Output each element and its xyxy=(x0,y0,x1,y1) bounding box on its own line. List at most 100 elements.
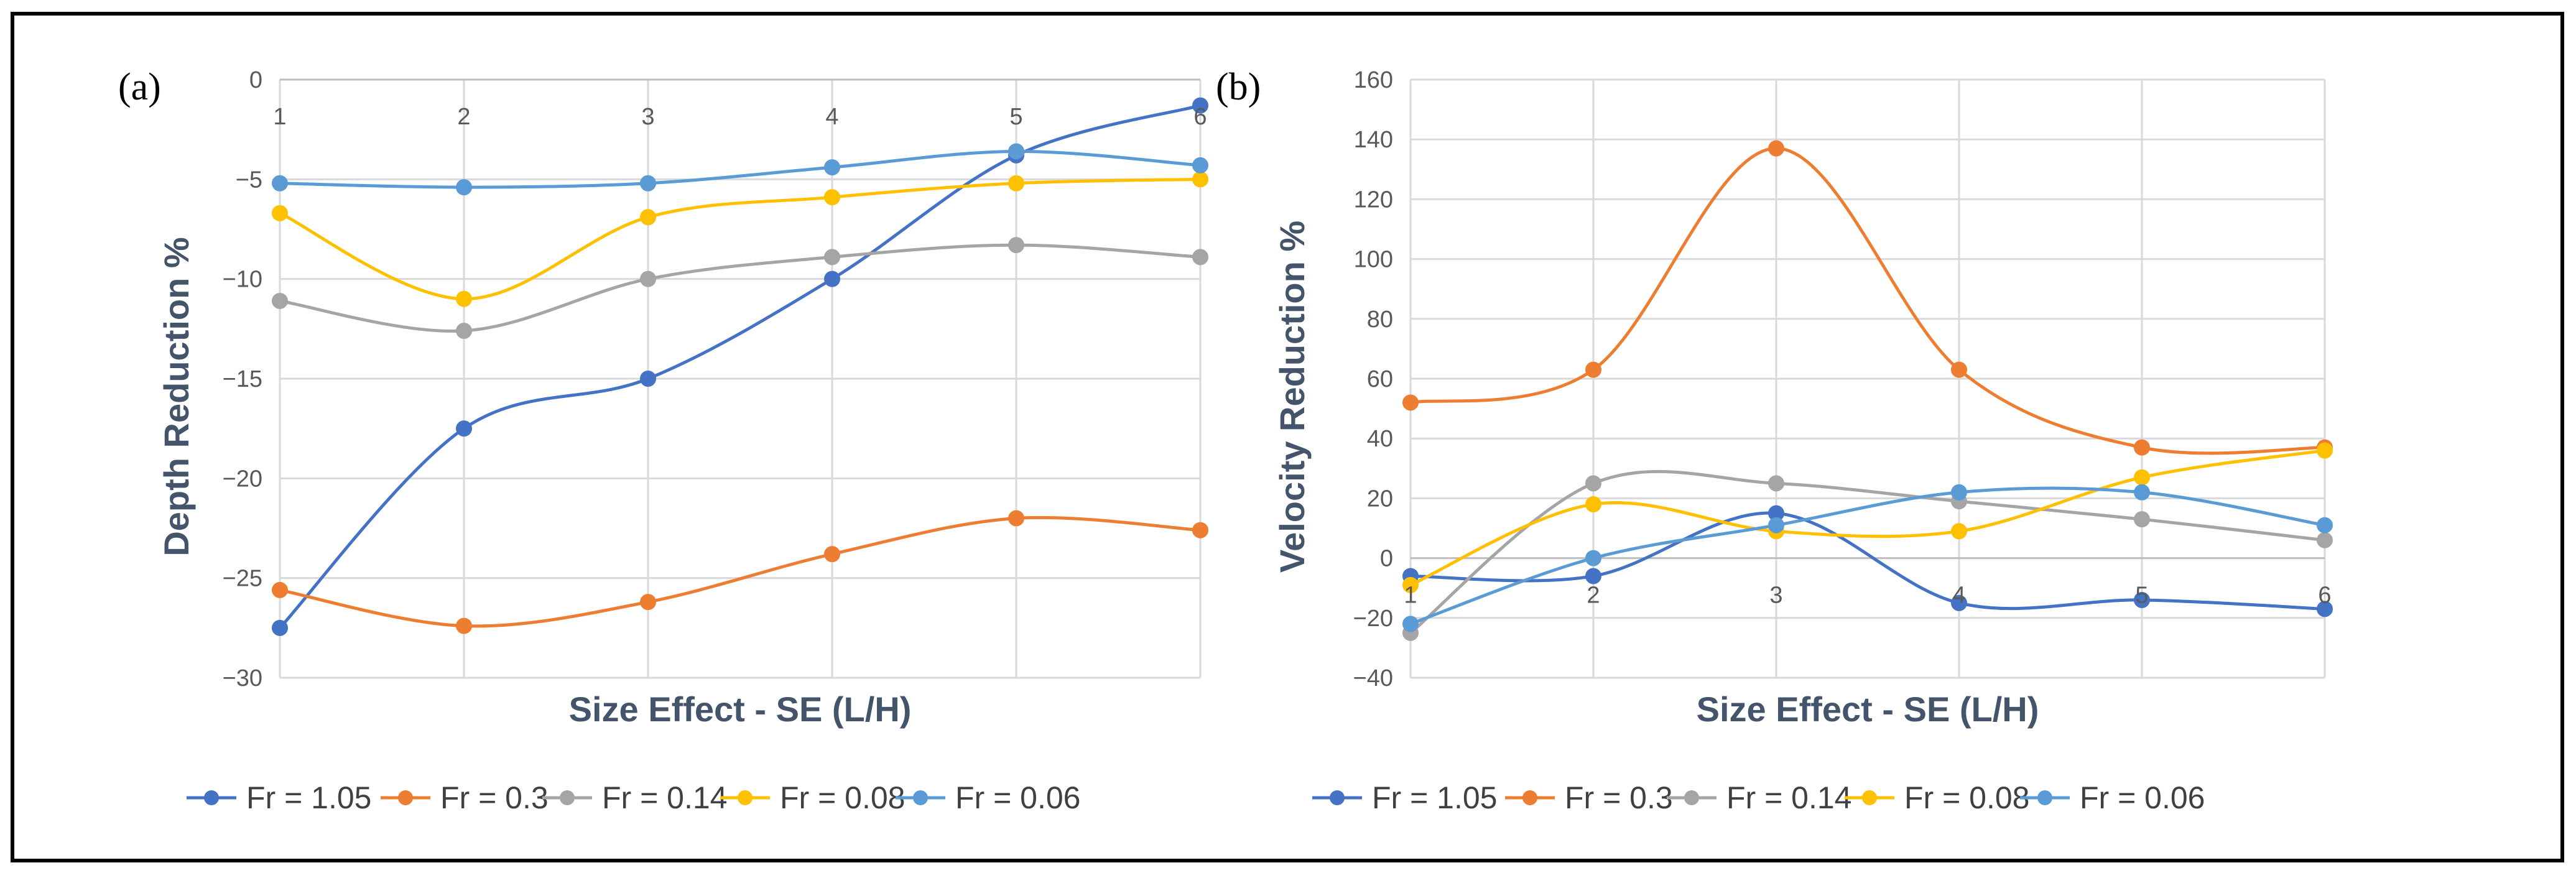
chart-a-x-tick-label: 4 xyxy=(825,104,838,130)
chart-a-data-point-fr-0-08 xyxy=(272,205,288,221)
chart-a-legend-marker xyxy=(913,790,928,805)
chart-b-data-point-fr-0-06 xyxy=(1768,517,1784,534)
chart-a-data-point-fr-0-3 xyxy=(1008,510,1024,527)
chart-a-x-tick-label: 2 xyxy=(457,104,470,130)
chart-a-x-tick-label: 3 xyxy=(641,104,654,130)
chart-a-y-tick-label: −30 xyxy=(223,665,262,691)
chart-a-series-line-fr-0-08 xyxy=(279,177,1201,301)
chart-b-data-point-fr-0-08 xyxy=(1402,576,1419,593)
chart-b-legend-marker xyxy=(1684,790,1699,805)
chart-b-legend-marker xyxy=(1330,790,1345,805)
chart-a-data-point-fr-1-05 xyxy=(824,270,840,287)
chart-a-y-tick-label: −15 xyxy=(223,366,262,392)
chart-a-data-point-fr-0-3 xyxy=(824,546,840,563)
chart-b-velocity-reduction: 160 140 120 100 80 60 40 20 0 −20 −40 1 2 3 4 5 6 (b) V… xyxy=(1216,66,2333,815)
chart-a-legend-item-fr-0-06: Fr = 0.06 xyxy=(896,780,1081,815)
chart-a-y-tick-label: 0 xyxy=(249,67,262,93)
chart-a-y-tick-label: −20 xyxy=(223,466,262,492)
chart-b-data-point-fr-0-14 xyxy=(2317,532,2333,548)
chart-a-data-point-fr-0-14 xyxy=(1192,249,1208,266)
chart-a-data-point-fr-0-14 xyxy=(1008,237,1024,254)
chart-b-legend-marker xyxy=(1522,790,1537,805)
chart-a-data-point-fr-1-05 xyxy=(272,619,288,636)
chart-b-x-tick-label: 4 xyxy=(1952,583,1965,609)
chart-a-legend-label: Fr = 0.14 xyxy=(602,780,728,815)
chart-a-x-axis-title: Size Effect - SE (L/H) xyxy=(569,690,912,729)
chart-b-data-point-fr-0-08 xyxy=(1951,523,1967,540)
chart-a-data-point-fr-0-06 xyxy=(824,159,840,176)
chart-b-x-tick-label: 5 xyxy=(2135,583,2148,609)
chart-b-data-point-fr-0-06 xyxy=(1402,616,1419,632)
chart-a-data-point-fr-0-06 xyxy=(272,175,288,192)
chart-a-series-line-fr-0-3 xyxy=(279,515,1201,628)
chart-b-data-point-fr-0-3 xyxy=(1585,361,1601,378)
chart-b-data-point-fr-0-14 xyxy=(2134,511,2150,528)
chart-a-y-tick-label: −10 xyxy=(223,267,262,293)
chart-b-data-point-fr-0-14 xyxy=(1585,475,1601,492)
chart-a-data-point-fr-0-06 xyxy=(1192,157,1208,173)
chart-a-data-point-fr-0-08 xyxy=(824,189,840,206)
chart-b-data-point-fr-0-3 xyxy=(1951,361,1967,378)
chart-b-data-point-fr-0-3 xyxy=(1402,394,1419,411)
chart-a-data-point-fr-0-14 xyxy=(456,323,472,340)
chart-a-data-point-fr-1-05 xyxy=(640,371,656,387)
chart-b-data-point-fr-0-3 xyxy=(2134,439,2150,456)
chart-b-legend-item-fr-1-05: Fr = 1.05 xyxy=(1312,780,1498,815)
chart-a-x-tick-label: 6 xyxy=(1193,104,1207,130)
chart-b-y-tick-label: 40 xyxy=(1367,426,1393,452)
chart-b-data-point-fr-1-05 xyxy=(1951,594,1967,611)
chart-b-legend-label: Fr = 1.05 xyxy=(1372,780,1498,815)
chart-b-series xyxy=(1402,140,2333,641)
chart-a-legend-item-fr-0-08: Fr = 0.08 xyxy=(720,780,906,815)
chart-b-data-point-fr-0-08 xyxy=(2134,469,2150,486)
chart-a-data-point-fr-0-06 xyxy=(456,179,472,196)
chart-a-data-point-fr-0-14 xyxy=(640,270,656,287)
chart-a-data-point-fr-0-14 xyxy=(824,249,840,266)
chart-b-data-point-fr-0-08 xyxy=(1585,496,1601,513)
chart-b-series-line-fr-0-06 xyxy=(1410,486,2325,626)
chart-b-legend-marker xyxy=(2037,790,2052,805)
chart-a-data-point-fr-0-08 xyxy=(456,290,472,307)
chart-a-data-point-fr-0-06 xyxy=(1008,143,1024,160)
chart-b-legend-item-fr-0-14: Fr = 0.14 xyxy=(1667,780,1852,815)
chart-a-data-point-fr-0-3 xyxy=(456,617,472,634)
chart-a-data-point-fr-0-08 xyxy=(640,209,656,226)
chart-b-x-tick-label: 2 xyxy=(1587,583,1600,609)
chart-a-depth-reduction: 0 −5 −10 −15 −20 −25 −30 1 2 3 4 5 6 (a) Depth Redu… xyxy=(118,66,1208,815)
chart-a-legend-label: Fr = 1.05 xyxy=(246,780,372,815)
chart-a-data-point-fr-0-06 xyxy=(640,175,656,192)
chart-a-x-ticks: 1 2 3 4 5 6 xyxy=(273,104,1207,130)
chart-b-data-point-fr-0-3 xyxy=(1768,140,1784,157)
chart-b-series-line-fr-0-14 xyxy=(1409,469,2325,634)
chart-b-y-axis-title: Velocity Reduction % xyxy=(1272,221,1312,573)
chart-b-y-tick-label: 120 xyxy=(1354,187,1393,213)
chart-a-data-point-fr-1-05 xyxy=(1192,97,1208,114)
chart-b-data-point-fr-0-14 xyxy=(1768,475,1784,492)
chart-a-y-axis-title: Depth Reduction % xyxy=(157,237,196,556)
chart-b-legend-label: Fr = 0.14 xyxy=(1726,780,1852,815)
chart-a-panel-label: (a) xyxy=(118,66,161,108)
chart-b-data-point-fr-0-06 xyxy=(1585,550,1601,566)
chart-a-data-point-fr-0-14 xyxy=(272,292,288,309)
chart-b-data-point-fr-0-08 xyxy=(2317,442,2333,459)
chart-a-data-point-fr-0-08 xyxy=(1192,171,1208,188)
chart-a-legend-item-fr-0-14: Fr = 0.14 xyxy=(542,780,728,815)
chart-a-legend-marker xyxy=(560,790,575,805)
chart-b-x-ticks: 1 2 3 4 5 6 xyxy=(1404,583,2331,609)
chart-b-y-ticks: 160 140 120 100 80 60 40 20 0 −20 −40 xyxy=(1353,67,1393,691)
chart-a-y-tick-label: −25 xyxy=(223,566,262,592)
chart-b-data-point-fr-0-06 xyxy=(1951,484,1967,501)
chart-a-legend-item-fr-1-05: Fr = 1.05 xyxy=(187,780,372,815)
chart-b-x-tick-label: 3 xyxy=(1769,583,1782,609)
chart-b-y-tick-label: 80 xyxy=(1367,307,1393,333)
chart-a-series-line-fr-0-14 xyxy=(279,243,1201,333)
chart-a-legend-label: Fr = 0.3 xyxy=(440,780,549,815)
chart-b-y-tick-label: −40 xyxy=(1353,665,1393,691)
figure-border xyxy=(11,12,2564,862)
chart-b-legend-label: Fr = 0.08 xyxy=(1904,780,2030,815)
chart-a-x-tick-label: 1 xyxy=(273,104,286,130)
chart-a-data-point-fr-0-3 xyxy=(1192,522,1208,538)
chart-b-y-tick-label: −20 xyxy=(1353,606,1393,632)
chart-a-y-ticks: 0 −5 −10 −15 −20 −25 −30 xyxy=(223,67,262,691)
